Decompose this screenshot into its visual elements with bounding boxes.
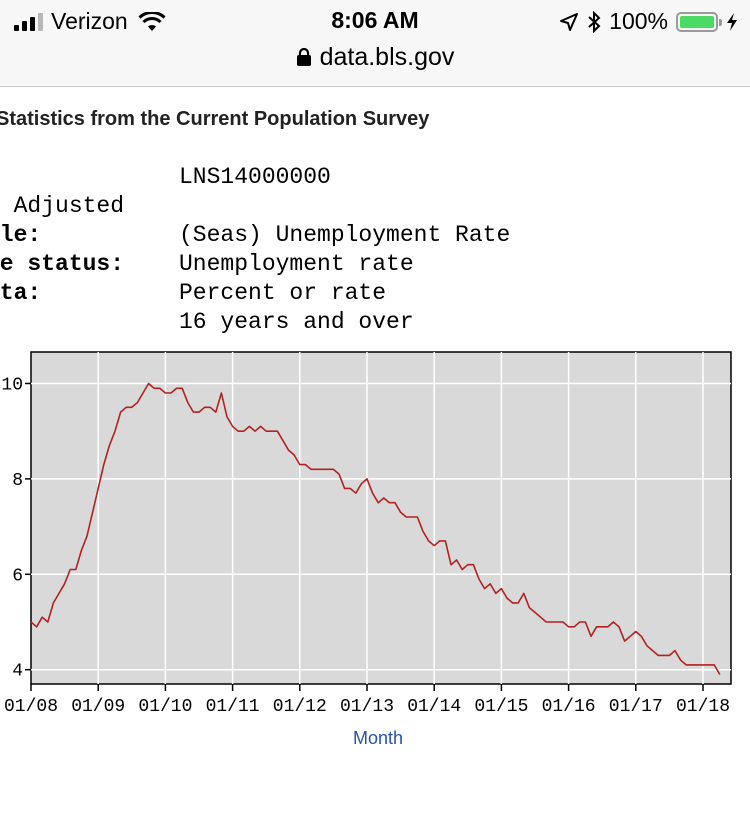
x-tick-label: 01/11 [206,697,260,717]
type-of-data-label: ata: [0,280,42,306]
status-left: Verizon [14,8,166,35]
carrier-name: Verizon [51,8,128,34]
x-tick-label: 01/12 [273,697,327,717]
labor-force-status-value: Unemployment rate [179,251,414,277]
browser-url-bar[interactable]: data.bls.gov [0,40,750,87]
x-axis-label: Month [353,728,403,748]
series-title-label: tle: [0,222,42,248]
lock-icon [296,47,311,66]
x-tick-label: 01/08 [4,697,58,717]
x-tick-label: 01/17 [609,697,663,717]
labor-force-status-label: ce status: [0,251,125,277]
status-time: 8:06 AM [331,7,419,33]
y-tick-label: 10 [1,375,23,395]
y-tick-label: 8 [12,471,23,491]
x-tick-label: 01/13 [340,697,394,717]
url-display[interactable]: data.bls.gov [0,40,750,74]
unemployment-rate-line [30,382,721,675]
battery-icon [676,11,722,32]
status-bar: Verizon 8:06 AM 100% [0,0,750,40]
y-tick-label: 6 [12,566,23,586]
x-tick-label: 01/09 [71,697,125,717]
series-title-value: (Seas) Unemployment Rate [179,222,511,248]
battery-percent: 100% [609,8,668,34]
x-tick-label: 01/15 [474,697,528,717]
status-right: 100% [559,8,738,35]
page-title: Statistics from the Current Population S… [0,108,430,130]
type-of-data-value: Percent or rate [179,280,387,306]
age-value: 16 years and over [179,309,414,335]
x-tick-label: 01/16 [542,697,596,717]
x-tick-label: 01/18 [676,697,730,717]
plot-background [30,351,732,685]
wifi-icon [138,11,166,31]
plot-area: 4 6 8 10 01/08 01/09 01/10 01/11 01/12 01/13 01/14… [1,351,732,717]
x-tick-label: 01/14 [407,697,461,717]
location-arrow-icon [560,12,579,31]
url-text: data.bls.gov [319,42,455,71]
series-id-value: LNS14000000 [179,164,331,190]
charging-bolt-icon [727,12,737,31]
unemployment-line-chart: 4 6 8 10 01/08 01/09 01/10 01/11 01/12 01/13 01/14… [1,351,732,748]
bluetooth-icon [588,10,601,33]
y-tick-label: 4 [12,662,23,682]
signal-icon [14,12,43,31]
adjustment-label: y Adjusted [13,193,125,219]
x-tick-label: 01/10 [138,697,192,717]
